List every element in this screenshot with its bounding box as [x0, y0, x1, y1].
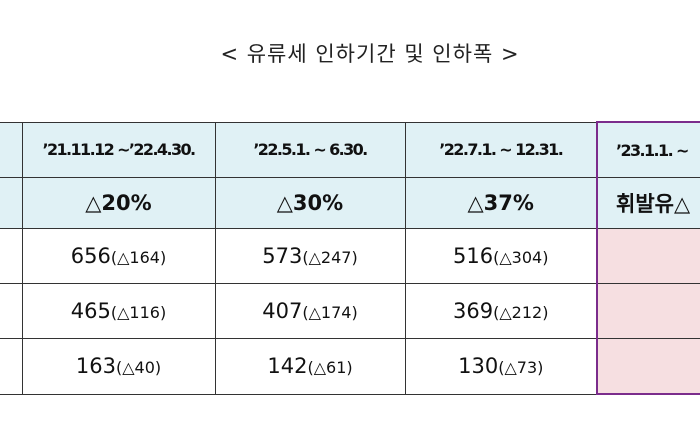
- empty-cell: [596, 228, 700, 284]
- cell-change: (△304): [493, 248, 549, 267]
- table-wrap: ’21.11.12 ~’22.4.30. ’22.5.1. ~ 6.30. ’22.…: [0, 121, 700, 401]
- empty-cell: [596, 338, 700, 395]
- cell-change: (△73): [498, 358, 544, 378]
- header-row: ’21.11.12 ~’22.4.30. ’22.5.1. ~ 6.30. ’22.…: [0, 121, 700, 178]
- data-row: 163(△40) 142(△61) 130(△73): [0, 338, 700, 395]
- cell-value: 465: [70, 299, 111, 323]
- cell-value: 130: [458, 354, 499, 379]
- header-row: △20% △30% △37% 휘발유△: [0, 177, 700, 229]
- cell-change: (△247): [302, 248, 358, 267]
- period-cell: ’23.1.1. ~: [596, 121, 700, 178]
- data-cell: 465(△116): [21, 283, 216, 339]
- data-cell: 163(△40): [21, 338, 216, 395]
- data-cell: 407(△174): [214, 283, 406, 339]
- data-cell: 516(△304): [404, 228, 598, 284]
- row-header: [0, 228, 23, 284]
- cell-change: (△212): [493, 303, 549, 322]
- rate-cell: △30%: [214, 177, 406, 229]
- cell-value: 407: [262, 299, 303, 323]
- cell-change: (△61): [307, 358, 353, 378]
- rate-cell: 휘발유△: [596, 177, 700, 229]
- cell-value: 369: [453, 299, 494, 323]
- rate-cell: △37%: [404, 177, 598, 229]
- row-header: [0, 283, 23, 339]
- title: < 유류세 인하기간 및 인하폭 >: [220, 42, 520, 66]
- cell-value: 163: [75, 354, 116, 379]
- cell-value: 573: [262, 244, 303, 268]
- period-cell: ’22.7.1. ~ 12.31.: [404, 121, 598, 178]
- period-cell: ’22.5.1. ~ 6.30.: [214, 121, 406, 178]
- data-row: 656(△164) 573(△247) 516(△304): [0, 228, 700, 284]
- row-header: [0, 338, 23, 395]
- table: ’21.11.12 ~’22.4.30. ’22.5.1. ~ 6.30. ’22.…: [0, 121, 700, 395]
- cell-value: 656: [70, 244, 111, 268]
- row-header: [0, 121, 23, 178]
- data-row: 465(△116) 407(△174) 369(△212): [0, 283, 700, 339]
- empty-cell: [596, 283, 700, 339]
- cell-change: (△116): [110, 303, 167, 322]
- cell-change: (△174): [302, 303, 358, 322]
- data-cell: 369(△212): [404, 283, 598, 339]
- cell-change: (△164): [110, 248, 167, 267]
- data-cell: 656(△164): [21, 228, 216, 284]
- rate-cell: △20%: [21, 177, 216, 229]
- data-cell: 573(△247): [214, 228, 406, 284]
- data-cell: 142(△61): [214, 338, 406, 395]
- row-header: [0, 177, 23, 229]
- data-cell: 130(△73): [404, 338, 598, 395]
- period-cell: ’21.11.12 ~’22.4.30.: [21, 121, 216, 178]
- cell-value: 516: [453, 244, 494, 268]
- cell-value: 142: [267, 354, 308, 379]
- cell-change: (△40): [115, 358, 162, 378]
